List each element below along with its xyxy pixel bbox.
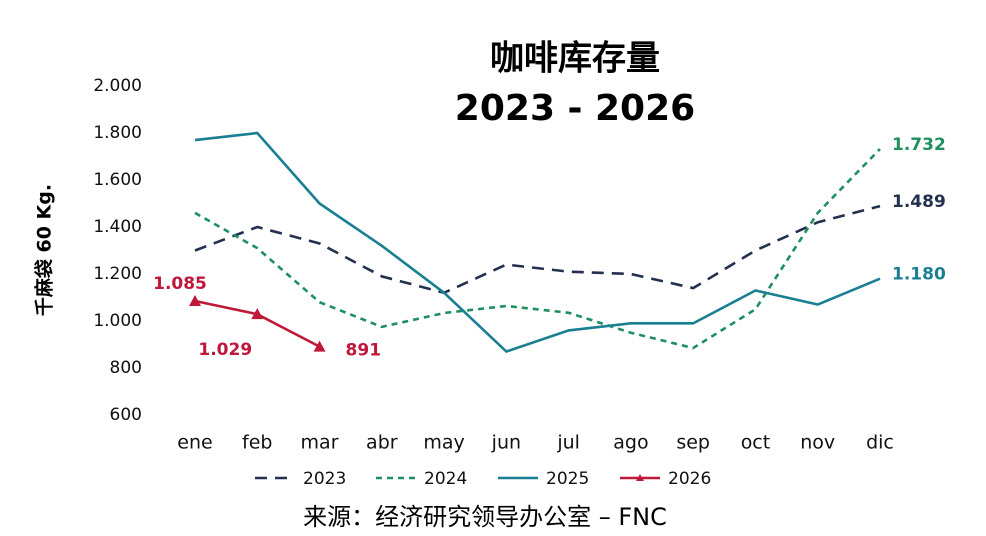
data-label: 1.489 xyxy=(892,192,946,212)
y-tick-label: 1.200 xyxy=(93,264,142,284)
y-tick-label: 2.000 xyxy=(93,76,142,96)
data-label: 1.029 xyxy=(198,340,252,360)
legend-label: 2023 xyxy=(303,469,346,489)
x-tick-label: ago xyxy=(613,432,648,454)
x-tick-label: nov xyxy=(800,432,835,454)
x-tick-label: mar xyxy=(301,432,339,454)
x-tick-label: feb xyxy=(242,432,272,454)
legend-marker xyxy=(636,474,644,481)
data-label: 1.732 xyxy=(892,135,946,155)
x-tick-label: abr xyxy=(366,432,398,454)
legend-label: 2026 xyxy=(668,469,711,489)
series-line xyxy=(194,204,881,295)
x-tick-label: jul xyxy=(556,432,580,454)
y-tick-label: 800 xyxy=(110,358,142,378)
x-tick-label: oct xyxy=(741,432,771,454)
chart-subtitle: 2023 - 2026 xyxy=(455,88,695,129)
legend-label: 2025 xyxy=(546,469,589,489)
data-label: 1.180 xyxy=(892,265,946,285)
legend-label: 2024 xyxy=(424,469,467,489)
x-tick-label: ene xyxy=(177,432,212,454)
series-line xyxy=(194,131,881,354)
marker xyxy=(189,295,201,307)
x-tick-label: sep xyxy=(676,432,710,454)
y-tick-label: 600 xyxy=(110,405,142,425)
x-tick-label: may xyxy=(423,432,464,454)
x-tick-label: jun xyxy=(491,432,521,454)
data-label: 891 xyxy=(346,341,382,361)
marker xyxy=(313,340,326,352)
marker xyxy=(251,308,264,320)
y-axis-label: 千麻袋 60 Kg. xyxy=(33,184,56,316)
source-note: 来源：经济研究领导办公室 – FNC xyxy=(303,503,667,531)
y-tick-label: 1.600 xyxy=(93,170,142,190)
y-tick-label: 1.800 xyxy=(93,123,142,143)
y-tick-label: 1.000 xyxy=(93,311,142,331)
y-tick-label: 1.400 xyxy=(93,217,142,237)
x-tick-label: dic xyxy=(866,432,894,454)
chart-title: 咖啡库存量 xyxy=(490,39,660,79)
data-label: 1.085 xyxy=(153,274,207,294)
